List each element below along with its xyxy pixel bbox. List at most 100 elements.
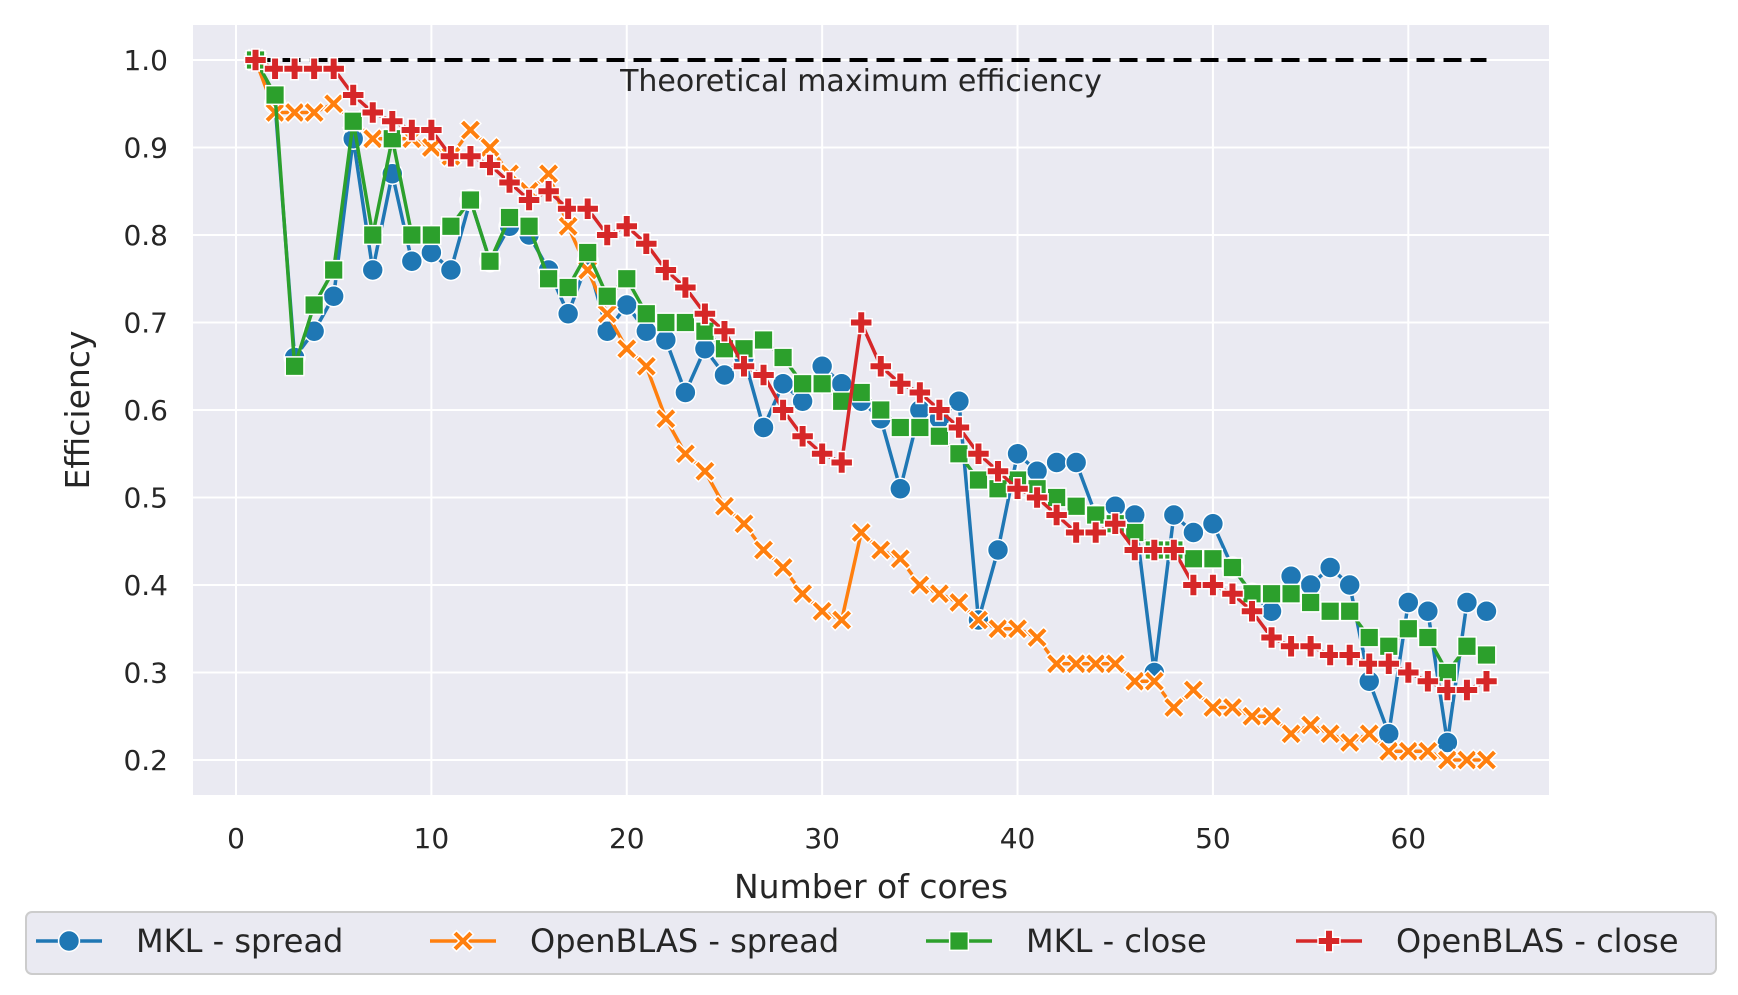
data-point — [1103, 652, 1127, 676]
data-point — [1357, 652, 1381, 676]
x-axis-label: Number of cores — [734, 867, 1008, 906]
data-point — [1318, 556, 1342, 579]
data-point — [615, 214, 639, 238]
data-point — [1377, 652, 1401, 676]
data-point — [986, 538, 1010, 562]
data-point — [1260, 704, 1284, 728]
data-point — [908, 573, 932, 597]
data-point — [1222, 557, 1243, 578]
data-point — [302, 57, 326, 81]
legend-frame — [25, 911, 1717, 975]
data-point — [1005, 477, 1030, 501]
data-point — [1025, 485, 1049, 510]
data-point — [597, 286, 618, 307]
data-point — [323, 259, 344, 281]
data-point — [400, 118, 424, 142]
data-point — [752, 416, 775, 439]
y-tick-label: 1.0 — [123, 44, 168, 77]
legend-label: MKL - spread — [136, 922, 343, 960]
data-point — [361, 258, 384, 282]
data-point — [810, 355, 834, 378]
data-point — [751, 363, 776, 387]
data-point — [829, 450, 854, 475]
data-point — [908, 380, 932, 405]
data-point — [888, 372, 913, 396]
data-point — [790, 424, 815, 448]
data-point — [771, 398, 795, 422]
data-point — [1280, 583, 1302, 604]
data-point — [655, 312, 676, 333]
data-point — [1455, 591, 1479, 614]
data-point — [1318, 643, 1342, 667]
data-point — [419, 135, 443, 160]
data-point — [536, 179, 561, 203]
data-point — [1259, 625, 1284, 650]
data-point — [458, 144, 483, 168]
data-point — [499, 207, 520, 228]
data-point — [1299, 573, 1322, 597]
data-point — [888, 547, 912, 571]
tick-labels: 0 10 20 30 40 50 60 0.2 0.3 0.4 0.5 0.6 0.7 0.8 0.9 1.0 — [123, 44, 1426, 855]
y-tick-label: 0.9 — [123, 132, 168, 165]
x-tick-label: 20 — [609, 822, 645, 855]
data-point — [870, 399, 891, 421]
series-group — [243, 48, 1499, 772]
data-point — [1201, 573, 1225, 597]
data-point — [752, 538, 776, 562]
x-tick-label: 40 — [1000, 822, 1036, 855]
data-point — [1416, 669, 1440, 693]
y-tick-label: 0.5 — [123, 482, 168, 515]
data-point — [1044, 503, 1069, 527]
data-point — [772, 347, 794, 368]
data-point — [615, 337, 639, 361]
data-point — [1240, 599, 1264, 623]
data-point — [440, 216, 462, 237]
data-point — [439, 144, 463, 168]
data-point — [1475, 600, 1498, 623]
data-point — [478, 153, 502, 177]
data-point — [1123, 503, 1146, 527]
legend-marker — [451, 929, 475, 953]
data-point — [1338, 573, 1361, 597]
data-point — [1435, 678, 1460, 702]
data-point — [634, 232, 659, 256]
data-point — [986, 459, 1010, 483]
data-point — [263, 57, 287, 81]
legend-label: OpenBLAS - spread — [530, 922, 839, 960]
data-point — [1476, 644, 1497, 666]
data-point — [421, 224, 442, 246]
data-point — [1416, 739, 1440, 763]
data-point — [420, 241, 443, 264]
data-point — [264, 84, 286, 106]
data-point — [948, 443, 970, 464]
data-point — [304, 294, 325, 316]
data-point — [556, 302, 580, 325]
data-point — [439, 258, 463, 282]
data-point — [497, 170, 522, 195]
data-point — [1220, 695, 1244, 720]
data-point — [1279, 634, 1303, 658]
data-point — [732, 354, 756, 378]
data-point — [478, 135, 502, 160]
data-point — [1064, 451, 1088, 474]
x-tick-label: 60 — [1390, 822, 1426, 855]
data-point — [1320, 601, 1341, 622]
data-point — [1338, 730, 1362, 755]
data-point — [322, 285, 345, 308]
data-point — [1397, 591, 1420, 614]
data-point — [1396, 660, 1421, 685]
data-point — [712, 319, 737, 343]
data-point — [243, 48, 268, 72]
legend-label: OpenBLAS - close — [1396, 922, 1679, 960]
data-point — [771, 372, 795, 395]
x-tick-label: 10 — [414, 822, 450, 855]
data-point — [1398, 618, 1419, 639]
data-point — [1474, 669, 1499, 693]
data-point — [1162, 538, 1186, 562]
data-point — [673, 275, 698, 300]
legend-marker — [948, 930, 970, 952]
data-point — [1417, 627, 1438, 648]
data-point — [1298, 634, 1323, 658]
y-tick-label: 0.2 — [123, 744, 168, 777]
data-point — [830, 608, 854, 632]
